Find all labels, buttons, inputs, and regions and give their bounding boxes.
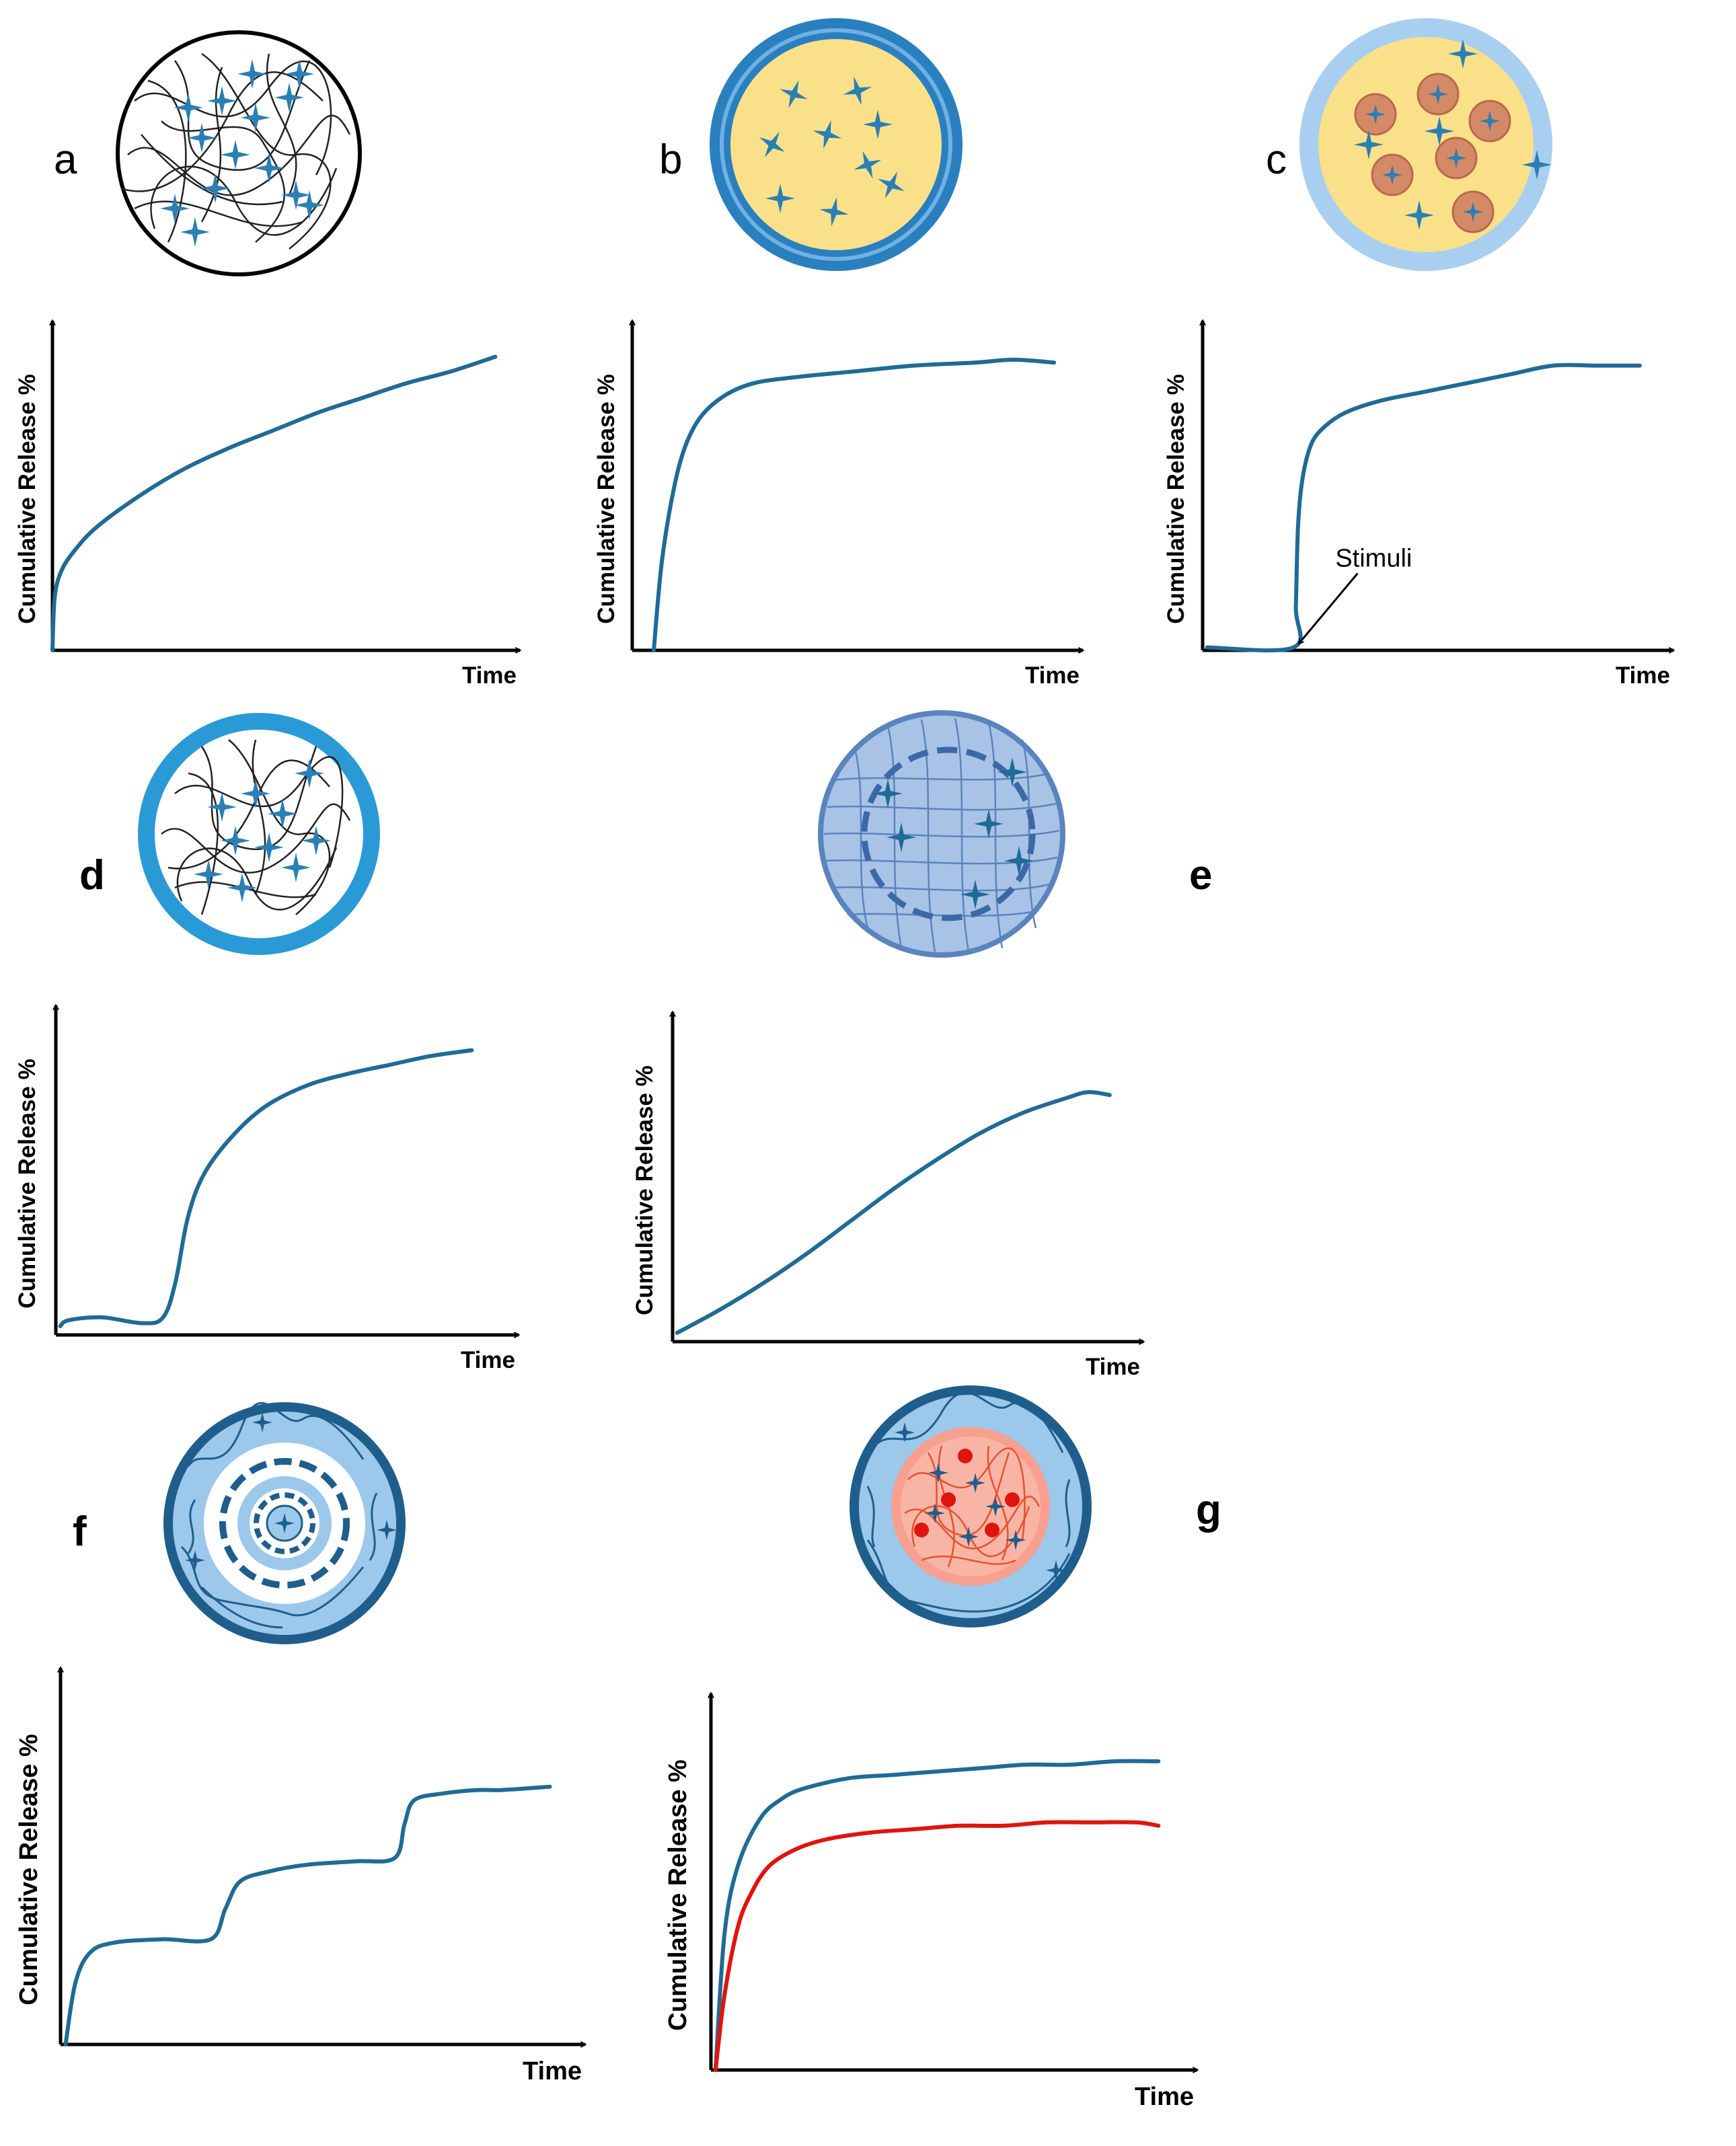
chart-c: Time Cumulative Release % Stimuli — [1163, 321, 1673, 689]
series-line-blue — [652, 357, 1057, 652]
stimuli-arrow — [1299, 572, 1359, 644]
x-axis-label: Time — [1616, 662, 1670, 689]
schematic-b-reservoir-particle — [710, 18, 963, 271]
x-axis-label: Time — [462, 662, 517, 689]
series-line-blue — [58, 1048, 474, 1328]
x-axis-label: Time — [523, 2057, 582, 2085]
schematic-c-stimuli-particle — [1299, 18, 1552, 271]
series-line-blue — [63, 1784, 552, 2046]
panel-letter-d: d — [79, 852, 105, 898]
chart-a: Time Cumulative Release % — [14, 321, 520, 689]
schematic-d-coated-matrix-particle — [138, 713, 380, 955]
mesh-lines — [823, 718, 1060, 952]
panel-letter-b: b — [659, 137, 682, 183]
panel-letter-f: f — [73, 1508, 87, 1555]
y-axis-label: Cumulative Release % — [14, 374, 40, 624]
x-axis-label: Time — [1086, 1354, 1140, 1380]
x-axis-label: Time — [461, 1347, 515, 1373]
schematic-g-dual-core-particle — [850, 1385, 1092, 1627]
y-axis-label: Cumulative Release % — [1163, 374, 1189, 624]
schematic-a-matrix-particle — [116, 30, 362, 276]
chart-d: Time Cumulative Release % — [14, 1005, 519, 1373]
chart-g: Time Cumulative Release % — [664, 1693, 1197, 2111]
y-axis-label: Cumulative Release % — [15, 1734, 43, 2005]
y-axis-label: Cumulative Release % — [632, 1065, 658, 1315]
schematic-f-multilayer-particle — [163, 1402, 406, 1644]
stimuli-annotation: Stimuli — [1335, 545, 1412, 573]
panel-letter-c: c — [1266, 137, 1287, 183]
panel-letter-g: g — [1196, 1487, 1221, 1533]
chart-e: Time Cumulative Release % — [632, 1012, 1143, 1380]
panel-letter-e: e — [1189, 852, 1212, 898]
y-axis-label: Cumulative Release % — [593, 374, 619, 624]
series-line-blue — [713, 1759, 1161, 2072]
y-axis-label: Cumulative Release % — [14, 1059, 40, 1309]
red-drug-dots — [914, 1449, 1020, 1537]
series-line-blue — [675, 1089, 1112, 1335]
series-line-red — [713, 1820, 1161, 2072]
series-line-blue — [50, 354, 498, 652]
x-axis-label: Time — [1025, 662, 1080, 689]
panel-letter-a: a — [54, 137, 77, 183]
y-axis-label: Cumulative Release % — [664, 1759, 692, 2030]
x-axis-label: Time — [1135, 2083, 1194, 2111]
dashed-inner-shell — [861, 746, 1036, 921]
series-line-blue — [1205, 362, 1642, 653]
chart-f: Time Cumulative Release % — [15, 1668, 585, 2085]
schematic-e-network-particle — [818, 710, 1065, 958]
outer-fibers — [180, 1402, 378, 1629]
chart-b: Time Cumulative Release % — [593, 321, 1083, 689]
